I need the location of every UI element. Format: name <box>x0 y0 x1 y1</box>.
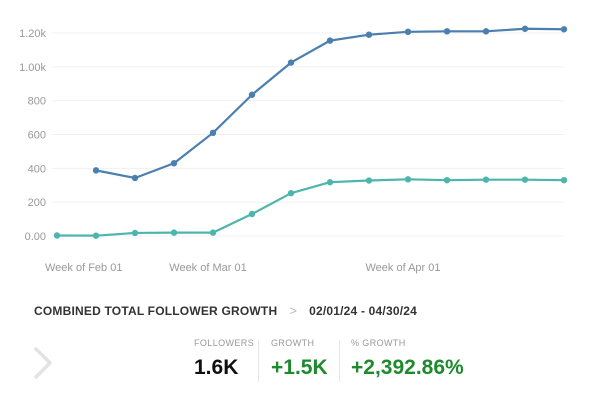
stat-label: GROWTH <box>271 338 315 348</box>
y-tick-label: 400 <box>28 163 46 175</box>
y-tick-label: 800 <box>28 96 46 108</box>
follower-growth-chart: 0.00 200 400 600 800 1.00k 1.20k Week of Feb 01… <box>19 25 568 274</box>
data-point <box>131 229 139 237</box>
data-point <box>521 25 529 32</box>
data-point <box>443 176 451 184</box>
data-point <box>92 167 100 174</box>
series-line <box>55 178 566 237</box>
data-point <box>170 160 178 167</box>
x-tick-label: Week of Feb 01 <box>45 262 122 274</box>
y-tick-label: 600 <box>28 130 46 142</box>
stat-label: FOLLOWERS <box>194 338 255 348</box>
y-tick-label: 1.00k <box>19 62 46 74</box>
y-tick-label: 200 <box>28 197 46 209</box>
data-point <box>560 26 568 33</box>
x-tick-label: Week of Apr 01 <box>365 262 440 274</box>
data-point <box>365 31 373 38</box>
stat-value: 1.6K <box>194 356 239 379</box>
stat-followers: FOLLOWERS 1.6K <box>194 338 254 380</box>
chart-summary-header: COMBINED TOTAL FOLLOWER GROWTH > 02/01/2… <box>34 303 417 318</box>
data-point <box>482 176 490 183</box>
data-point <box>92 232 100 239</box>
data-point <box>326 37 334 44</box>
data-point <box>443 28 451 35</box>
data-point <box>287 59 295 66</box>
chevron-right-icon[interactable] <box>30 346 54 380</box>
data-point <box>521 176 529 183</box>
date-range[interactable]: 02/01/24 - 04/30/24 <box>309 303 417 318</box>
data-point <box>131 174 139 182</box>
stat-label: % GROWTH <box>351 338 406 348</box>
data-point <box>404 28 412 36</box>
stat-value: +1.5K <box>271 356 328 379</box>
stat-growth: GROWTH +1.5K <box>271 338 328 380</box>
data-point <box>287 190 295 197</box>
summary-separator: > <box>289 303 298 318</box>
stat-divider <box>339 340 340 382</box>
data-point <box>170 229 178 236</box>
data-point <box>209 129 217 137</box>
y-tick-label: 1.20k <box>19 28 46 40</box>
data-point <box>53 232 61 239</box>
data-point <box>482 28 490 35</box>
data-point <box>404 176 412 183</box>
y-tick-label: 0.00 <box>25 231 46 243</box>
data-point <box>248 210 256 218</box>
stat-divider <box>258 340 259 382</box>
data-point <box>326 179 334 186</box>
data-point <box>365 177 373 184</box>
x-tick-label: Week of Mar 01 <box>169 262 246 274</box>
summary-title: COMBINED TOTAL FOLLOWER GROWTH <box>34 303 278 318</box>
series-line <box>94 27 566 180</box>
stats-row: FOLLOWERS 1.6K GROWTH +1.5K % GROWTH +2,… <box>0 338 589 388</box>
data-point <box>248 91 256 98</box>
data-point <box>209 229 217 236</box>
data-point <box>560 176 568 184</box>
stat-value: +2,392.86% <box>351 356 464 379</box>
stat-percent-growth: % GROWTH +2,392.86% <box>351 338 464 380</box>
